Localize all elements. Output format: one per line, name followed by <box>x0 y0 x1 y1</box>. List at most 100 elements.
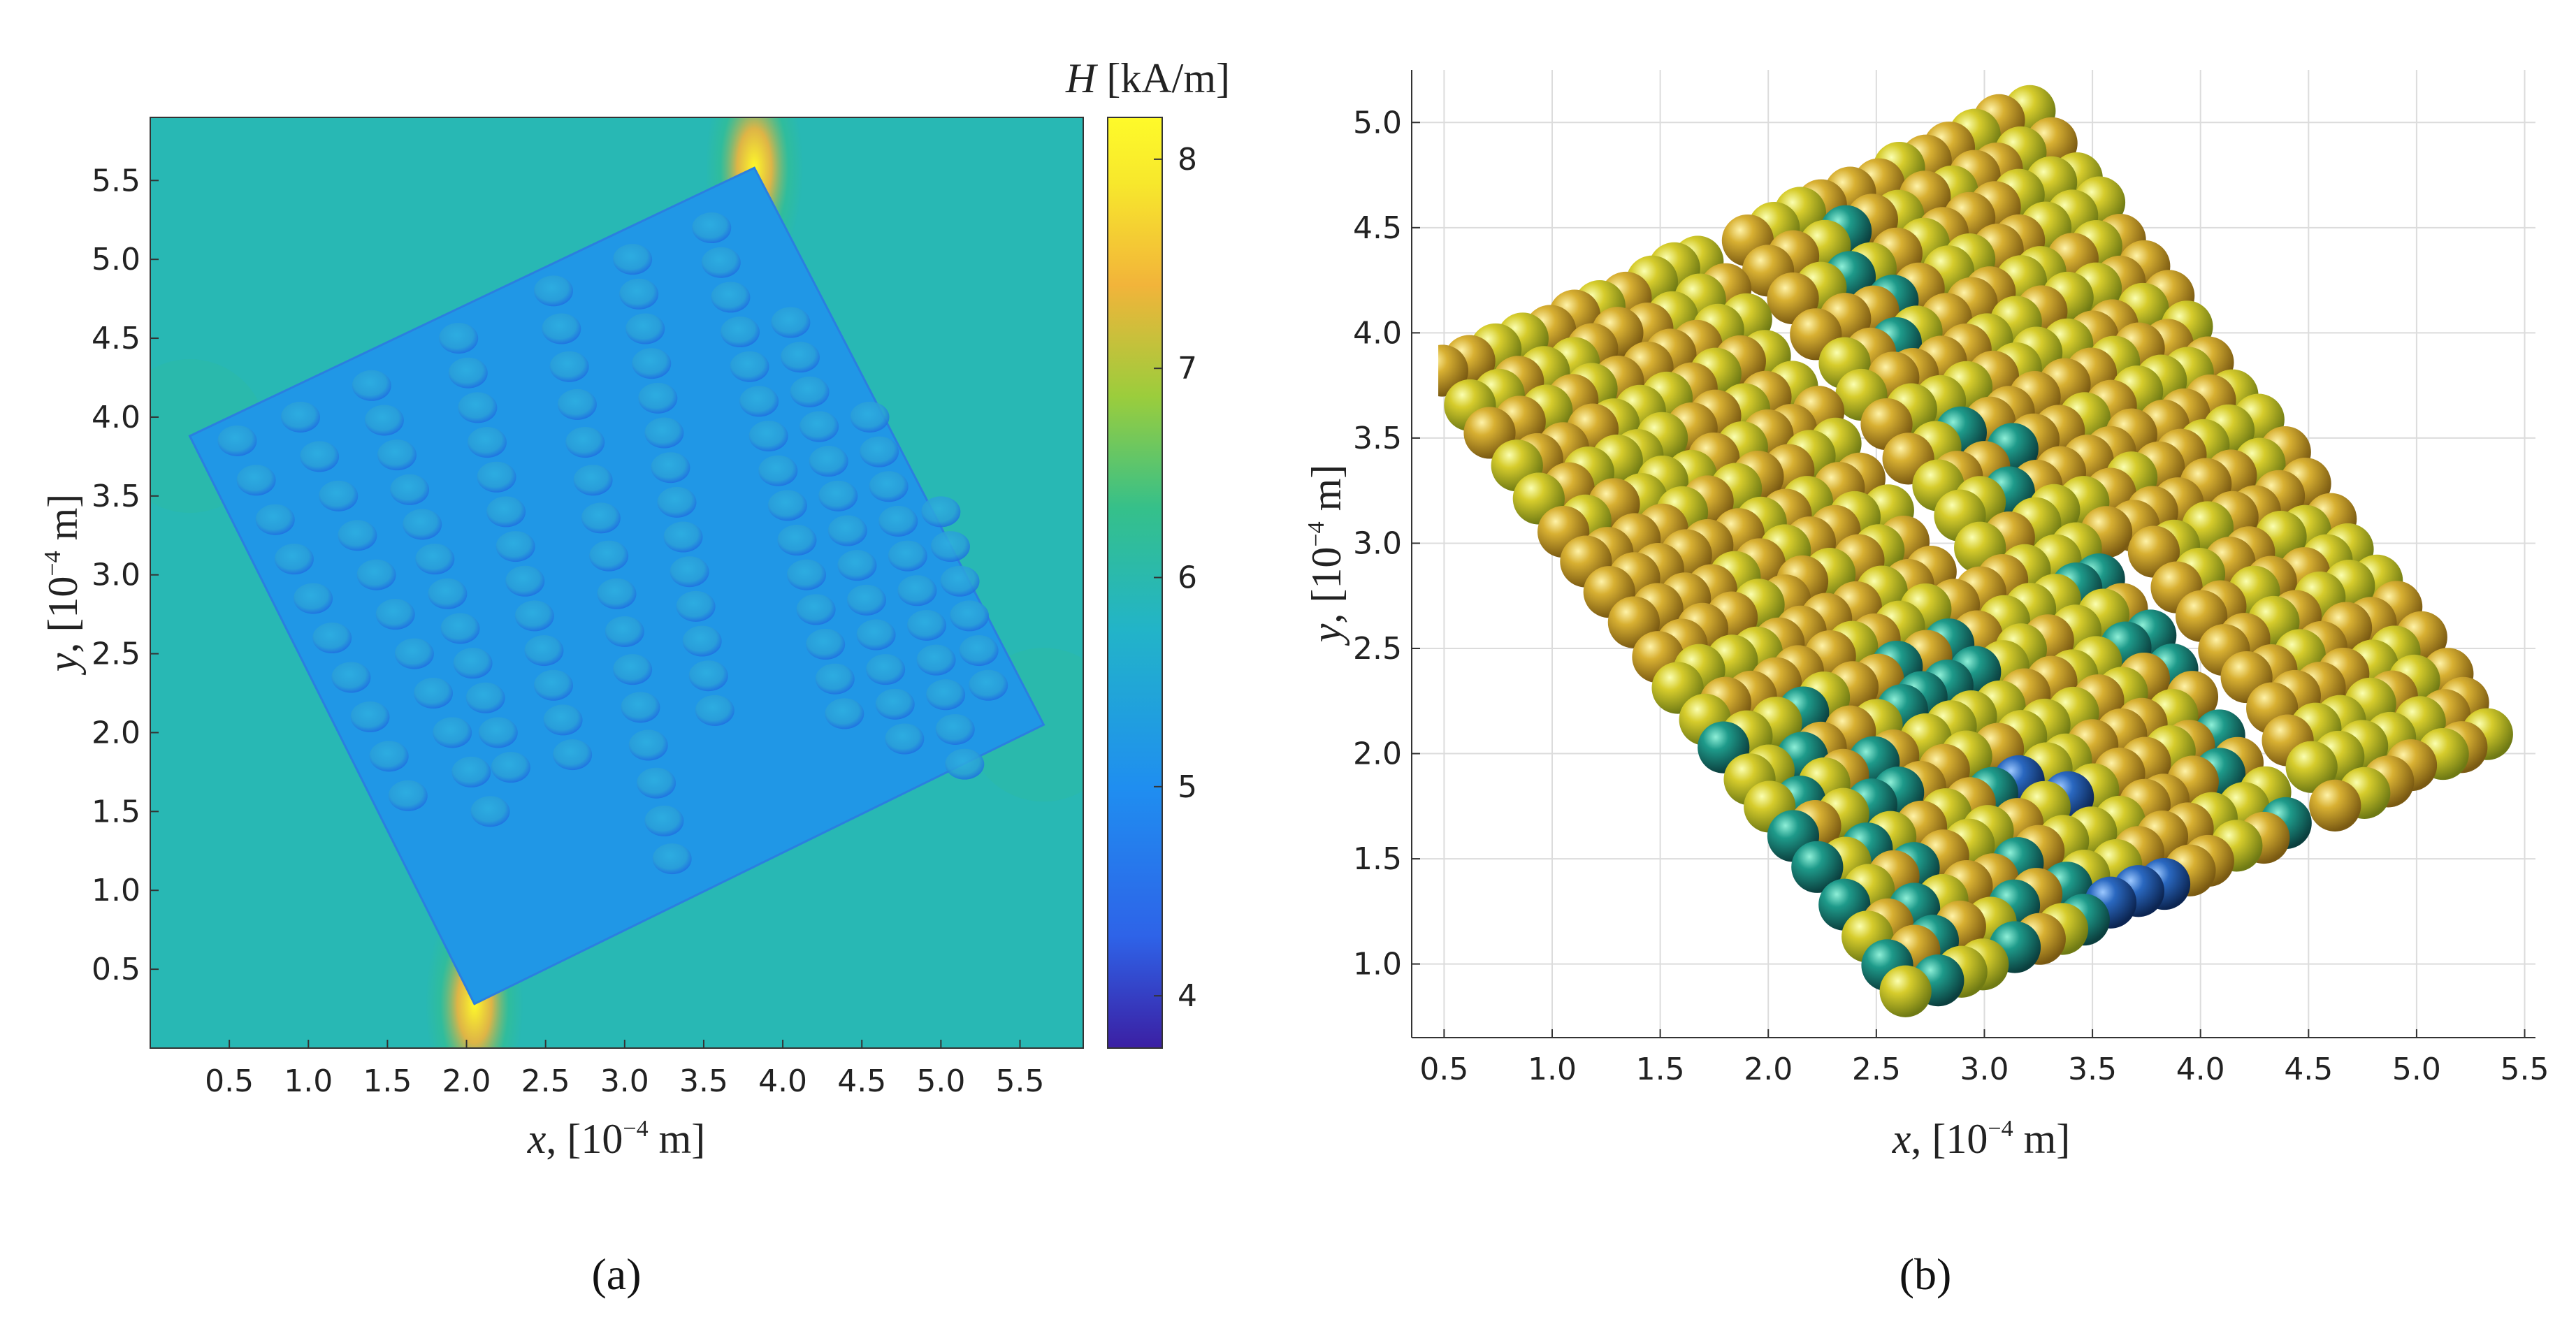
colorbar-tick-label: 4 <box>1178 978 1197 1014</box>
particle-dimple <box>888 540 927 572</box>
y-tick-label: 2.0 <box>92 715 140 750</box>
particle-dimple <box>701 247 741 278</box>
particle-dimple <box>644 805 684 836</box>
y-tick-label: 1.5 <box>92 794 140 829</box>
y-tick-label: 2.5 <box>92 637 140 672</box>
y-tick-label: 3.0 <box>1353 525 1402 561</box>
particle-dimple <box>837 550 877 581</box>
particle-field-dimples <box>217 212 1008 875</box>
particle-dimple <box>573 465 613 496</box>
particle-dimple <box>352 370 391 401</box>
particle-sphere <box>2309 779 2361 831</box>
particle-sphere <box>1879 965 1932 1017</box>
particle-dimple <box>628 729 668 761</box>
x-tick-label: 2.0 <box>442 1063 491 1099</box>
y-axis-label-b: y, [10−4 m] <box>1303 465 1349 646</box>
x-tick-label: 3.0 <box>1960 1052 2009 1087</box>
particle-dimple <box>549 351 589 382</box>
particle-dimple <box>695 695 735 726</box>
particle-dimple <box>950 600 990 632</box>
particle-dimple <box>505 565 545 597</box>
particle-dimple <box>514 600 554 632</box>
particle-dimple <box>787 559 827 590</box>
panel-a-heatmap: 0.5 1.0 1.5 2.0 2.5 3.0 3.5 4.0 4.5 5.0 5.5 0.5 1.0… <box>40 55 1230 1299</box>
particle-dimple <box>866 654 906 685</box>
particle-dimple <box>875 688 915 720</box>
particle-dimple <box>581 502 621 534</box>
x-tick-label: 1.5 <box>363 1063 412 1099</box>
particle-dimple <box>897 575 937 606</box>
particle-dimple <box>860 436 899 467</box>
particle-sphere <box>2285 741 2338 793</box>
particle-dimple <box>533 275 573 307</box>
y-tick-label: 1.5 <box>1353 841 1402 877</box>
particle-dimple <box>280 401 320 433</box>
particle-dimple <box>524 635 564 667</box>
y-tick-label: 3.5 <box>92 479 140 514</box>
particle-dimple <box>885 723 925 755</box>
particle-dimple <box>465 682 505 713</box>
particle-dimple <box>825 698 864 729</box>
particle-dimple <box>377 440 417 471</box>
y-tick-label: 2.5 <box>1353 631 1402 667</box>
x-axis-ticks-b: 0.5 1.0 1.5 2.0 2.5 3.0 3.5 4.0 4.5 5.0 5.5 <box>1419 1029 2549 1087</box>
x-axis-label-b: x, [10−4 m] <box>1892 1116 2070 1162</box>
particle-dimple <box>553 739 593 771</box>
particle-dimple <box>369 741 409 772</box>
x-tick-label: 1.0 <box>1528 1052 1577 1087</box>
particle-dimple <box>676 590 716 622</box>
particle-dimple <box>739 386 779 417</box>
particle-dimple <box>916 644 956 676</box>
particle-dimple <box>414 678 454 709</box>
x-axis-ticks-a: 0.5 1.0 1.5 2.0 2.5 3.0 3.5 4.0 4.5 5.0 5.5 <box>205 1040 1044 1099</box>
colorbar <box>1107 117 1163 1049</box>
particle-dimple <box>652 843 692 875</box>
particle-dimple <box>780 342 820 373</box>
panel-label-b: (b) <box>1900 1249 1952 1299</box>
particle-dimple <box>730 351 769 382</box>
particle-dimple <box>692 212 732 244</box>
y-tick-label: 4.5 <box>1353 210 1402 246</box>
particle-dimple <box>542 313 581 344</box>
particle-dimple <box>720 317 760 348</box>
particle-dimple <box>632 348 672 379</box>
particle-dimple <box>565 427 605 458</box>
particle-dimple <box>619 278 659 310</box>
particle-dimple <box>959 635 999 667</box>
y-tick-label: 0.5 <box>92 952 140 987</box>
x-tick-label: 5.0 <box>2392 1052 2441 1087</box>
particle-dimple <box>312 623 352 654</box>
y-tick-label: 5.5 <box>92 163 140 198</box>
particle-dimple <box>453 648 493 679</box>
x-tick-label: 5.5 <box>995 1063 1044 1099</box>
y-tick-label: 4.5 <box>92 321 140 356</box>
particle-dimple <box>637 767 676 799</box>
x-tick-label: 2.0 <box>1744 1052 1793 1087</box>
particle-dimple <box>663 521 703 553</box>
particle-dimple <box>597 578 637 609</box>
particle-dimple <box>613 244 653 275</box>
particle-dimple <box>711 282 751 313</box>
particle-dimple <box>818 480 858 511</box>
y-tick-label: 5.0 <box>1353 105 1402 140</box>
y-tick-label: 3.0 <box>92 558 140 593</box>
y-tick-label: 5.0 <box>92 242 140 277</box>
particle-dimple <box>796 594 836 625</box>
particle-dimple <box>806 629 846 660</box>
particle-dimple <box>605 616 644 647</box>
x-tick-label: 1.5 <box>1636 1052 1685 1087</box>
particle-dimple <box>458 392 498 423</box>
particle-dimple <box>338 520 377 551</box>
particle-dimple <box>940 565 980 597</box>
particle-dimple <box>390 474 430 505</box>
x-tick-label: 5.0 <box>916 1063 965 1099</box>
particle-dimple <box>415 544 455 575</box>
particle-dimple <box>748 421 788 452</box>
particle-dimple <box>644 417 684 449</box>
x-tick-label: 2.5 <box>521 1063 570 1099</box>
x-tick-label: 3.5 <box>679 1063 728 1099</box>
particle-dimple <box>758 455 798 486</box>
x-tick-label: 4.0 <box>2176 1052 2225 1087</box>
x-tick-label: 3.5 <box>2068 1052 2117 1087</box>
x-tick-label: 1.0 <box>284 1063 333 1099</box>
